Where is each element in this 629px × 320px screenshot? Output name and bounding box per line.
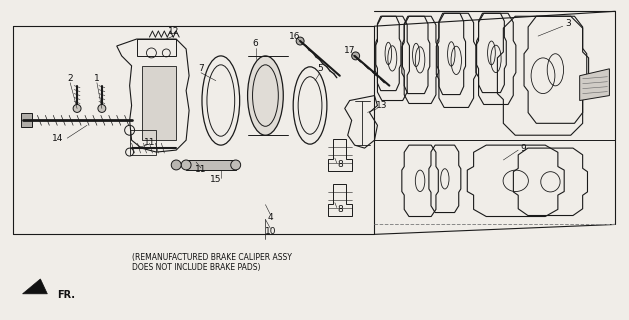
Ellipse shape: [73, 105, 81, 112]
Text: 6: 6: [253, 38, 259, 48]
Ellipse shape: [181, 160, 191, 170]
Text: 8: 8: [337, 160, 343, 170]
Text: 8: 8: [337, 205, 343, 214]
Text: 2: 2: [67, 74, 73, 83]
Text: 11: 11: [195, 165, 207, 174]
Text: 12: 12: [167, 27, 179, 36]
Text: 13: 13: [376, 101, 387, 110]
Text: FR.: FR.: [57, 290, 75, 300]
Polygon shape: [23, 279, 47, 294]
Polygon shape: [186, 160, 236, 170]
Text: 9: 9: [520, 144, 526, 153]
Text: 10: 10: [265, 227, 276, 236]
Polygon shape: [142, 66, 176, 140]
Text: 15: 15: [210, 175, 221, 184]
Text: 11: 11: [143, 138, 155, 147]
Text: 17: 17: [344, 46, 355, 55]
Ellipse shape: [248, 56, 283, 135]
Text: 1: 1: [94, 74, 100, 83]
Ellipse shape: [352, 52, 360, 60]
Text: 4: 4: [267, 213, 273, 222]
Text: 5: 5: [317, 64, 323, 73]
Polygon shape: [21, 113, 33, 127]
Polygon shape: [580, 69, 610, 100]
Text: DOES NOT INCLUDE BRAKE PADS): DOES NOT INCLUDE BRAKE PADS): [131, 263, 260, 272]
Text: 16: 16: [289, 32, 301, 41]
Text: 14: 14: [52, 134, 63, 143]
Text: 7: 7: [198, 64, 204, 73]
Ellipse shape: [98, 105, 106, 112]
Ellipse shape: [296, 37, 304, 45]
Text: (REMANUFACTURED BRAKE CALIPER ASSY: (REMANUFACTURED BRAKE CALIPER ASSY: [131, 253, 291, 262]
Ellipse shape: [231, 160, 241, 170]
Text: 3: 3: [565, 19, 571, 28]
Ellipse shape: [171, 160, 181, 170]
